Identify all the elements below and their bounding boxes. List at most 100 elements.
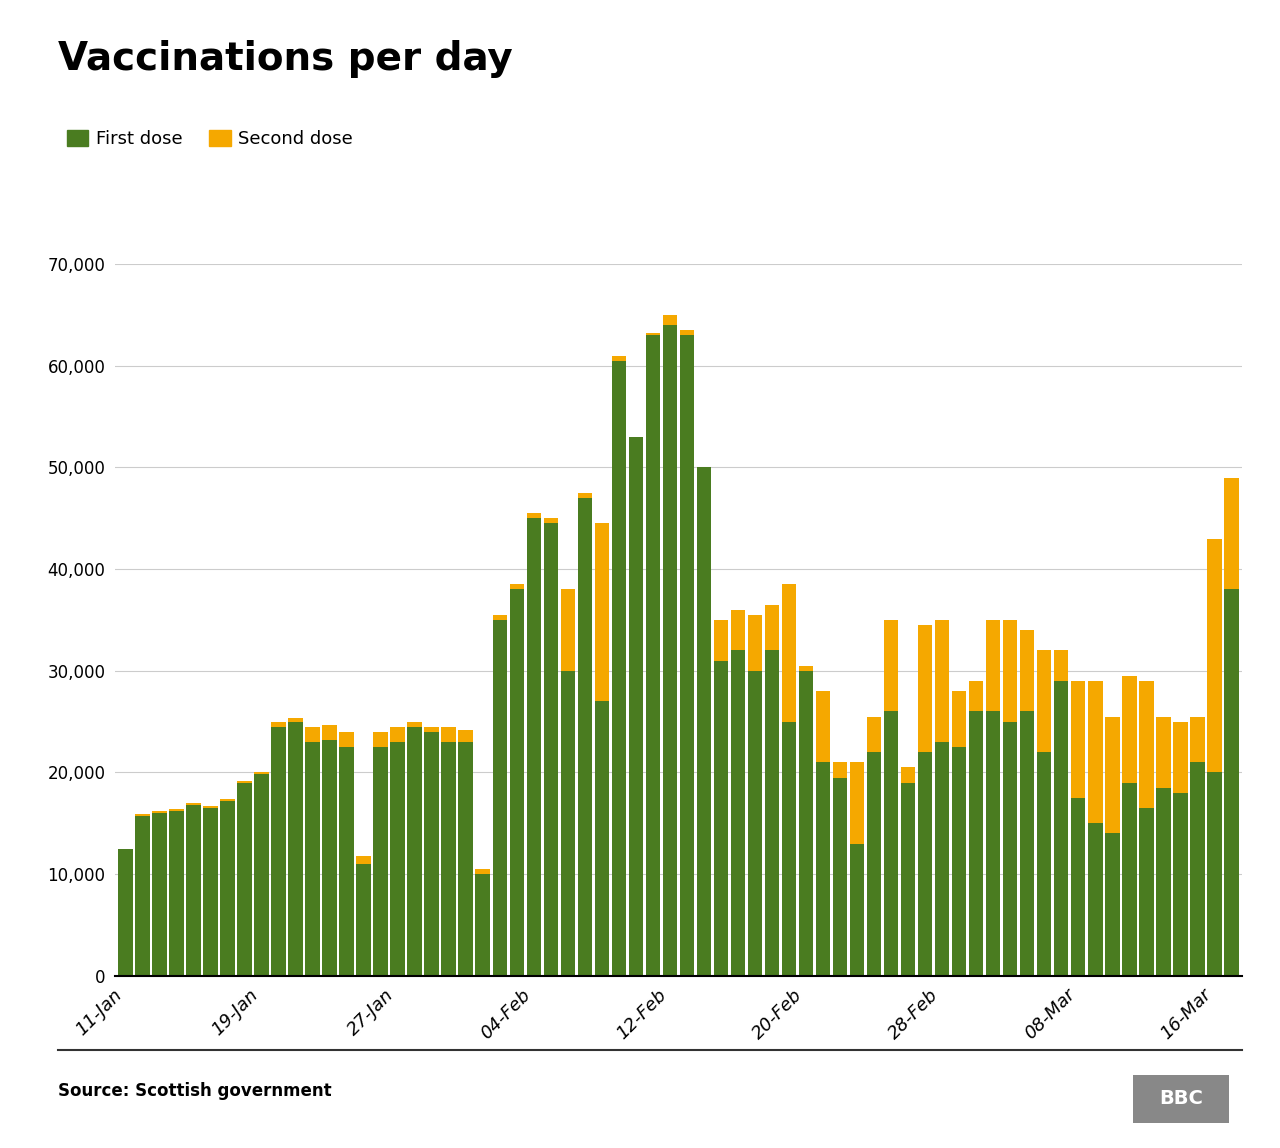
Bar [255, 775, 269, 976]
Bar [1123, 676, 1137, 783]
Bar [509, 589, 524, 976]
Bar [764, 605, 780, 651]
Bar [271, 722, 285, 727]
Bar [815, 691, 831, 762]
Bar [1053, 651, 1069, 681]
Bar [152, 812, 166, 813]
Bar [374, 747, 388, 976]
Bar [458, 742, 472, 976]
Bar [833, 762, 847, 777]
Bar [169, 812, 184, 976]
Bar [255, 773, 269, 775]
Bar [799, 666, 813, 670]
Bar [1156, 716, 1171, 788]
Bar [561, 589, 575, 670]
Bar [1105, 833, 1120, 976]
Bar [1207, 538, 1221, 773]
Bar [1172, 722, 1188, 793]
Bar [850, 844, 864, 976]
Bar [475, 869, 490, 874]
Bar [339, 747, 353, 976]
Bar [1088, 681, 1102, 823]
Bar [884, 620, 899, 712]
Bar [645, 333, 660, 335]
Bar [986, 712, 1001, 976]
Bar [714, 620, 728, 660]
Bar [884, 712, 899, 976]
Bar [833, 777, 847, 976]
Bar [561, 670, 575, 976]
Bar [323, 724, 337, 740]
Bar [901, 767, 915, 783]
Bar [356, 864, 371, 976]
Text: Source: Scottish government: Source: Scottish government [58, 1081, 332, 1100]
Bar [952, 691, 966, 747]
Bar [748, 670, 762, 976]
Bar [1071, 681, 1085, 798]
Bar [544, 523, 558, 976]
Bar [288, 722, 303, 976]
Bar [628, 437, 643, 976]
Bar [799, 670, 813, 976]
Bar [544, 518, 558, 523]
Bar [493, 620, 507, 976]
Bar [1053, 681, 1069, 976]
Bar [1037, 752, 1051, 976]
Bar [442, 742, 456, 976]
Bar [237, 783, 252, 976]
Bar [1224, 589, 1239, 976]
Bar [306, 742, 320, 976]
Bar [918, 752, 932, 976]
Bar [1088, 823, 1102, 976]
Bar [136, 816, 150, 976]
Bar [407, 722, 422, 727]
Bar [952, 747, 966, 976]
Bar [323, 740, 337, 976]
Bar [1071, 798, 1085, 976]
Bar [850, 762, 864, 844]
Bar [526, 513, 541, 518]
Bar [493, 615, 507, 620]
Bar [186, 802, 201, 805]
Bar [1020, 712, 1034, 976]
Bar [1037, 651, 1051, 752]
Bar [1190, 762, 1204, 976]
Legend: First dose, Second dose: First dose, Second dose [67, 130, 353, 148]
Bar [867, 716, 882, 752]
Bar [356, 855, 371, 864]
Bar [390, 742, 404, 976]
Bar [612, 360, 626, 976]
Text: Vaccinations per day: Vaccinations per day [58, 40, 512, 78]
Bar [509, 584, 524, 589]
Bar [407, 727, 422, 976]
Bar [731, 610, 745, 651]
Bar [1224, 478, 1239, 589]
Bar [577, 498, 593, 976]
Bar [1172, 793, 1188, 976]
Bar [696, 467, 712, 976]
Bar [1139, 681, 1153, 808]
Text: BBC: BBC [1158, 1089, 1203, 1108]
Bar [390, 727, 404, 742]
Bar [271, 727, 285, 976]
Bar [1004, 722, 1018, 976]
Bar [118, 848, 133, 976]
Bar [169, 809, 184, 812]
Bar [969, 681, 983, 712]
Bar [1020, 630, 1034, 712]
Bar [680, 331, 694, 335]
Bar [1207, 773, 1221, 976]
Bar [306, 727, 320, 742]
Bar [526, 518, 541, 976]
Bar [1156, 788, 1171, 976]
Bar [986, 620, 1001, 712]
Bar [204, 806, 218, 808]
Bar [748, 615, 762, 670]
Bar [731, 651, 745, 976]
Bar [815, 762, 831, 976]
Bar [867, 752, 882, 976]
Bar [288, 718, 303, 722]
Bar [1105, 716, 1120, 833]
Bar [901, 783, 915, 976]
Bar [1139, 808, 1153, 976]
